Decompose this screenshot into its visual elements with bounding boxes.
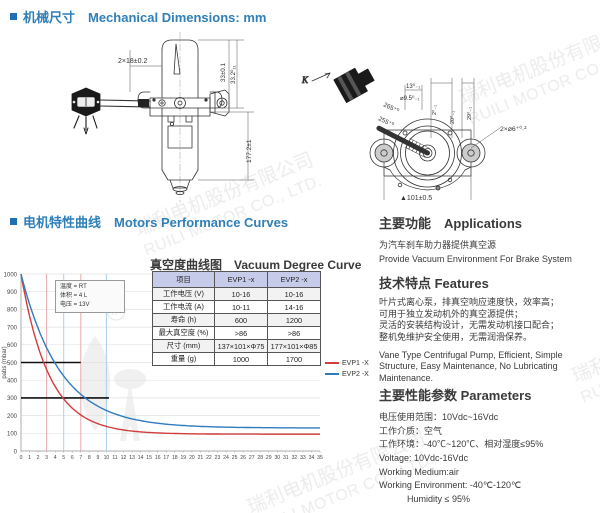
- svg-text:8: 8: [88, 455, 91, 461]
- svg-text:28: 28: [257, 455, 263, 461]
- svg-text:11: 11: [112, 455, 117, 461]
- svg-text:29: 29: [266, 455, 272, 461]
- svg-text:9: 9: [96, 455, 99, 461]
- svg-text:29⁰₋₁: 29⁰₋₁: [466, 107, 473, 120]
- svg-text:24: 24: [223, 455, 229, 461]
- svg-text:200: 200: [7, 414, 18, 420]
- svg-text:32: 32: [292, 455, 298, 461]
- svg-text:500: 500: [7, 361, 18, 367]
- svg-text:20: 20: [189, 455, 195, 461]
- svg-text:1: 1: [28, 455, 31, 461]
- svg-text:1000: 1000: [4, 272, 18, 278]
- svg-text:4: 4: [54, 455, 57, 461]
- svg-text:10: 10: [104, 455, 110, 461]
- svg-text:7: 7: [79, 455, 82, 461]
- svg-text:2: 2: [37, 455, 40, 461]
- svg-text:2×18±0.2: 2×18±0.2: [118, 58, 147, 65]
- svg-text:34: 34: [309, 455, 315, 461]
- svg-text:⌀9.5⁰₋₁: ⌀9.5⁰₋₁: [400, 95, 420, 102]
- svg-text:30: 30: [274, 455, 280, 461]
- svg-text:33.2⁰₁₁: 33.2⁰₁₁: [230, 65, 237, 84]
- svg-text:13⁰₋₁: 13⁰₋₁: [406, 83, 420, 90]
- svg-text:pabs (mbar): pabs (mbar): [2, 346, 8, 378]
- svg-text:177.2±1: 177.2±1: [246, 139, 253, 163]
- svg-text:27: 27: [249, 455, 255, 461]
- svg-text:23: 23: [215, 455, 221, 461]
- svg-text:13: 13: [129, 455, 135, 461]
- svg-text:19: 19: [180, 455, 186, 461]
- svg-text:K: K: [301, 75, 309, 85]
- svg-text:600: 600: [7, 343, 18, 349]
- svg-text:16: 16: [155, 455, 161, 461]
- svg-text:22: 22: [206, 455, 212, 461]
- svg-text:5: 5: [62, 455, 65, 461]
- svg-text:265⁺⁰: 265⁺⁰: [382, 101, 400, 114]
- svg-text:6: 6: [71, 455, 74, 461]
- svg-text:400: 400: [7, 379, 18, 385]
- svg-text:300: 300: [7, 396, 18, 402]
- svg-text:800: 800: [7, 308, 18, 314]
- svg-text:35: 35: [317, 455, 323, 461]
- svg-text:▲101±0.5: ▲101±0.5: [400, 195, 432, 200]
- svg-text:26: 26: [240, 455, 246, 461]
- svg-text:33±0.1: 33±0.1: [220, 63, 227, 82]
- svg-text:0: 0: [20, 455, 23, 461]
- svg-text:12: 12: [121, 455, 127, 461]
- svg-text:3: 3: [45, 455, 48, 461]
- svg-text:2⁰₋₁: 2⁰₋₁: [431, 105, 438, 115]
- svg-text:25: 25: [232, 455, 238, 461]
- svg-text:21: 21: [198, 455, 204, 461]
- svg-text:700: 700: [7, 325, 18, 331]
- svg-text:18: 18: [172, 455, 178, 461]
- svg-text:100: 100: [7, 432, 18, 438]
- svg-text:14: 14: [138, 455, 144, 461]
- svg-text:17: 17: [163, 455, 169, 461]
- svg-text:33: 33: [300, 455, 306, 461]
- svg-text:2×⌀6⁺⁰·²: 2×⌀6⁺⁰·²: [500, 125, 527, 133]
- svg-text:20⁰₋₁: 20⁰₋₁: [449, 111, 456, 124]
- svg-text:900: 900: [7, 290, 18, 296]
- svg-text:0: 0: [14, 449, 18, 455]
- svg-text:31: 31: [283, 455, 289, 461]
- svg-text:15: 15: [146, 455, 152, 461]
